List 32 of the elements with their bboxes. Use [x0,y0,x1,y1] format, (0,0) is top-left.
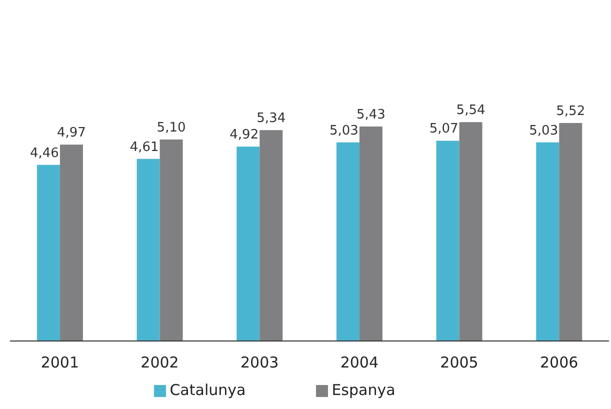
data-label: 5,07 [429,122,458,137]
data-label: 5,10 [156,120,186,136]
legend-label: Catalunya [170,381,246,399]
data-label: 5,43 [356,108,386,123]
x-tick-label: 2001 [40,354,80,372]
bar [436,140,460,341]
data-label: 5,54 [456,103,486,118]
data-label: 4,97 [56,126,86,141]
data-label: 5,52 [556,104,586,119]
data-label: 4,46 [30,146,59,161]
bar [260,130,283,341]
bar [459,122,482,341]
data-label: 4,92 [230,128,259,143]
bar [336,142,360,341]
x-tick-label: 2005 [440,354,478,372]
bar [60,144,83,341]
bar [160,140,183,341]
data-label: 5,03 [529,123,558,138]
bar [536,142,560,341]
bar [359,126,382,341]
bar [559,122,582,341]
x-tick-label: 2004 [340,354,379,372]
data-label: 4,61 [130,140,159,155]
legend-label: Espanya [332,381,396,399]
x-tick-label: 2002 [140,354,179,372]
x-tick-label: 2006 [540,354,578,372]
data-label: 5,03 [330,123,358,138]
data-label: 5,34 [256,111,286,126]
bar [136,158,160,341]
x-tick-label: 2003 [240,354,279,372]
bar [36,164,60,341]
bar [236,146,260,341]
